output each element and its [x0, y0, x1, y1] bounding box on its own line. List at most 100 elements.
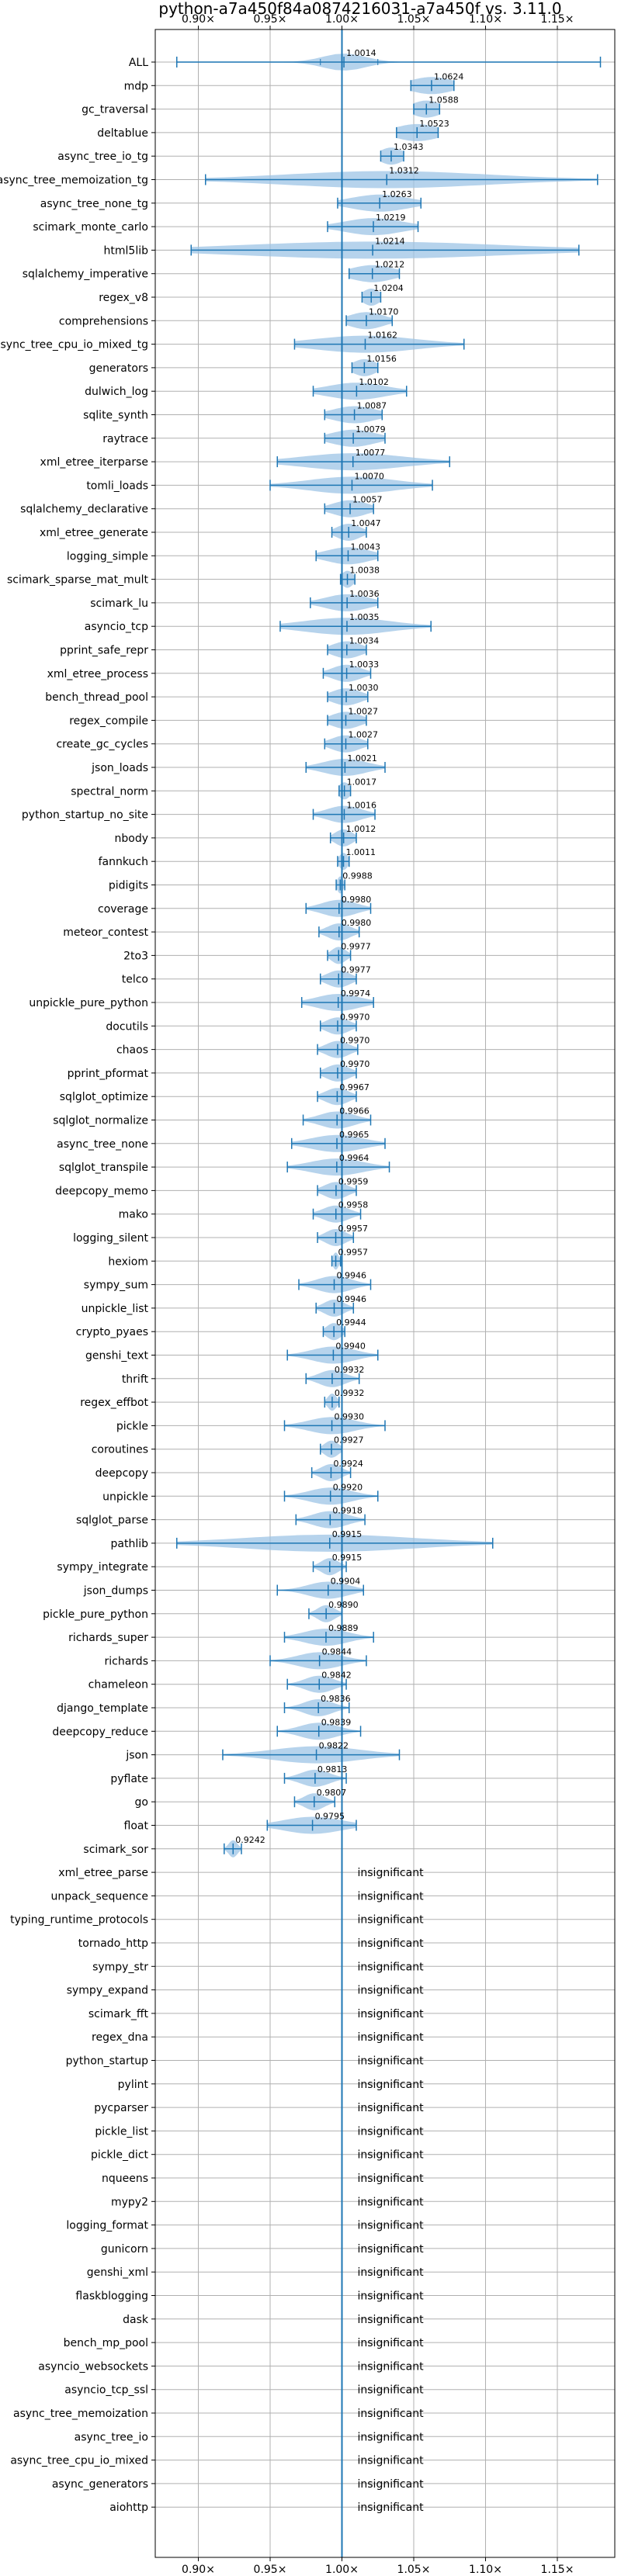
y-tick-label: async_tree_none_tg: [40, 198, 148, 210]
x-tick-label-bottom: 0.90×: [182, 2564, 215, 2576]
insignificant-label: insignificant: [358, 2125, 425, 2138]
y-tick-label: mypy2: [111, 2196, 148, 2208]
x-tick-label-top: 0.95×: [254, 13, 287, 26]
insignificant-label: insignificant: [358, 2360, 425, 2373]
data-label: 1.0079: [356, 424, 386, 435]
y-tick-label: xml_etree_parse: [58, 1867, 148, 1879]
insignificant-label: insignificant: [358, 2149, 425, 2162]
y-tick-label: deepcopy: [95, 1467, 148, 1480]
x-axis: 0.90× 0.90× 0.95× 0.95× 1.00× 1.00× 1.05× 1.05×…: [182, 13, 574, 2576]
data-label: 1.0014: [346, 48, 376, 58]
grid-layer: [155, 29, 615, 2557]
data-label: 0.9946: [337, 1271, 367, 1281]
y-tick-label: richards_super: [68, 1632, 148, 1644]
data-label: 0.9959: [338, 1176, 369, 1186]
data-label: 1.0204: [373, 283, 404, 293]
data-label: 0.9988: [342, 871, 373, 881]
data-label: 1.0087: [357, 401, 387, 411]
data-label: 0.9813: [317, 1764, 348, 1774]
y-tick-label: regex_compile: [69, 715, 148, 727]
x-tick-label-bottom: 1.05×: [397, 2564, 431, 2576]
y-tick-label: richards: [105, 1655, 149, 1667]
data-label: 1.0021: [347, 753, 377, 763]
insignificant-label: insignificant: [358, 1914, 425, 1927]
insignificant-label: insignificant: [358, 2055, 425, 2068]
y-tick-label: raytrace: [102, 433, 148, 445]
data-label: 0.9957: [338, 1247, 369, 1257]
y-tick-label: coroutines: [92, 1444, 148, 1456]
y-axis: ALL mdp gc_traversal deltablue async_tree_io…: [0, 57, 155, 2514]
x-tick-label-bottom: 1.15×: [541, 2564, 574, 2576]
y-tick-label: crypto_pyaes: [76, 1326, 148, 1338]
data-label: 1.0102: [359, 377, 389, 387]
y-tick-label: python_startup_no_site: [22, 809, 148, 822]
data-label: 0.9932: [335, 1388, 365, 1398]
data-label: 0.9944: [336, 1317, 366, 1328]
y-tick-label: logging_format: [66, 2220, 148, 2232]
data-label: 0.9970: [340, 1012, 370, 1022]
insignificant-label: insignificant: [358, 2290, 425, 2303]
data-label: 1.0523: [419, 119, 449, 129]
data-label: 0.9932: [335, 1365, 365, 1375]
violin-layer: [176, 29, 602, 2557]
y-tick-label: meteor_contest: [63, 926, 148, 939]
data-label: 0.9915: [332, 1553, 363, 1563]
y-tick-label: xml_etree_process: [47, 668, 148, 680]
data-label: 0.9822: [319, 1741, 349, 1751]
y-tick-label: async_generators: [52, 2478, 148, 2491]
y-tick-label: pyflate: [110, 1773, 148, 1785]
data-label: 0.9967: [339, 1082, 369, 1092]
y-tick-label: python_startup: [66, 2055, 148, 2068]
data-label: 0.9946: [337, 1294, 367, 1304]
y-tick-label: sympy_sum: [84, 1279, 148, 1292]
x-tick-label-top: 1.15×: [541, 13, 574, 26]
data-label: 0.9964: [339, 1153, 369, 1163]
x-tick-label-top: 0.90×: [182, 13, 215, 26]
y-tick-label: html5lib: [104, 244, 149, 257]
y-tick-label: sqlglot_optimize: [60, 1091, 148, 1103]
y-tick-label: create_gc_cycles: [56, 739, 148, 751]
y-tick-label: unpickle_pure_python: [29, 997, 148, 1009]
data-label: 0.9920: [333, 1482, 363, 1492]
data-label: 0.9957: [338, 1224, 369, 1234]
y-tick-label: nbody: [115, 833, 149, 845]
insignificant-label: insignificant: [358, 1890, 425, 1903]
y-tick-label: aiohttp: [109, 2502, 148, 2514]
insignificant-label: insignificant: [358, 2266, 425, 2279]
y-tick-label: fannkuch: [99, 856, 148, 868]
y-tick-label: logging_silent: [73, 1232, 148, 1245]
x-tick-label-bottom: 0.95×: [254, 2564, 287, 2576]
data-label: 1.0057: [352, 495, 383, 505]
y-tick-label: flaskblogging: [75, 2290, 148, 2303]
data-label: 1.0047: [351, 518, 381, 528]
y-tick-label: sympy_expand: [67, 1985, 148, 1997]
insignificant-label: insignificant: [358, 2243, 425, 2256]
x-tick-label-top: 1.05×: [397, 13, 431, 26]
y-tick-label: typing_runtime_protocols: [10, 1914, 148, 1927]
data-label: 1.0043: [350, 542, 380, 552]
y-tick-label: tornado_http: [78, 1937, 148, 1950]
data-label: 1.0030: [349, 683, 379, 693]
data-label: 0.9918: [332, 1506, 363, 1516]
y-tick-label: mdp: [124, 80, 149, 92]
y-tick-label: ALL: [129, 57, 148, 69]
y-tick-label: spectral_norm: [71, 785, 148, 798]
y-tick-label: generators: [89, 362, 148, 375]
y-tick-label: regex_effbot: [80, 1397, 148, 1409]
y-tick-label: django_template: [57, 1702, 148, 1715]
insignificant-label: insignificant: [358, 2173, 425, 2185]
y-tick-label: gc_traversal: [82, 104, 148, 116]
x-tick-label-bottom: 1.10×: [469, 2564, 502, 2576]
data-label: 0.9807: [317, 1788, 347, 1798]
data-label: 1.0212: [375, 260, 404, 270]
data-label: 0.9842: [321, 1671, 352, 1681]
data-label: 1.0214: [375, 236, 404, 246]
y-tick-label: async_tree_none: [57, 1138, 148, 1151]
data-label: 0.9795: [315, 1812, 345, 1822]
y-tick-label: json_loads: [91, 762, 148, 774]
data-label: 1.0070: [354, 471, 384, 481]
y-tick-label: bench_thread_pool: [45, 691, 148, 704]
y-tick-label: pylint: [118, 2079, 149, 2091]
y-tick-label: nqueens: [102, 2173, 148, 2185]
data-label: 1.0588: [428, 95, 459, 106]
